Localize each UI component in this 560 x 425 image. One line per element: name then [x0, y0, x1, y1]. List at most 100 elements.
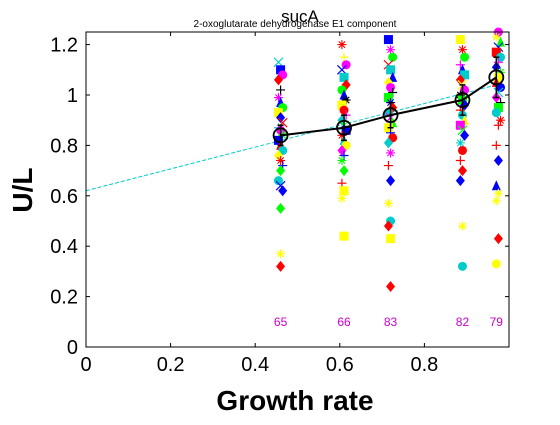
data-point-star: [337, 40, 347, 50]
y-tick-label: 0.8: [50, 135, 78, 157]
data-point-diamond: [273, 74, 283, 86]
data-point-diamond: [455, 175, 465, 187]
data-point-star: [276, 249, 286, 259]
y-tick-label: 1: [67, 85, 78, 107]
data-point-star: [337, 193, 347, 203]
sample-count-label: 66: [337, 315, 351, 329]
data-point-diamond: [457, 165, 467, 177]
chart-subtitle: 2-oxoglutarate dehydrogenase E1 componen…: [194, 19, 397, 30]
data-point-square: [460, 70, 470, 80]
data-point-diamond: [493, 155, 503, 167]
data-point-diamond: [460, 129, 470, 141]
data-point-star: [455, 90, 465, 100]
mean-point: [336, 119, 352, 136]
plot-frame: [85, 31, 510, 348]
data-point-circle: [457, 145, 467, 155]
x-tick-label: 0.2: [157, 354, 185, 376]
data-point-star: [273, 93, 283, 103]
data-point-star: [455, 138, 465, 148]
x-tick-label: 0.4: [241, 354, 269, 376]
fit-line-layer: [85, 84, 497, 192]
data-point-star: [457, 221, 467, 231]
data-point-square: [273, 135, 283, 145]
data-point-star: [383, 198, 393, 208]
data-point-plus: [339, 52, 349, 62]
sample-count-label: 79: [490, 315, 504, 329]
data-point-diamond: [276, 165, 286, 177]
data-point-plus: [337, 178, 347, 188]
data-point-star: [341, 95, 351, 105]
data-point-diamond: [386, 281, 396, 293]
data-point-star: [386, 45, 396, 55]
data-point-square: [386, 234, 396, 244]
data-point-plus: [455, 60, 465, 70]
axes-layer: 0 0.2 0.4 0.6 0.8 0 0.2 0.4 0.6 0.8 1 1.2: [50, 31, 510, 376]
data-point-circle: [388, 52, 398, 62]
data-point-star: [491, 196, 501, 206]
data-point-circle: [460, 52, 470, 62]
data-point-star: [386, 148, 396, 158]
fit-line: [85, 84, 497, 192]
data-point-square: [455, 35, 465, 45]
data-point-square: [339, 72, 349, 82]
data-point-diamond: [493, 233, 503, 245]
data-point-diamond: [383, 137, 393, 149]
data-point-plus: [383, 161, 393, 171]
mean-point: [272, 127, 289, 144]
data-point-circle: [491, 108, 501, 118]
mean-point: [382, 107, 399, 124]
data-point-diamond: [455, 74, 465, 86]
x-tick-label: 0: [80, 354, 91, 376]
data-point-square: [339, 186, 349, 196]
data-point-circle: [339, 105, 349, 115]
y-tick-label: 0.2: [50, 287, 78, 309]
data-point-circle: [273, 176, 283, 186]
y-tick-label: 1.2: [50, 35, 78, 57]
data-point-star: [337, 156, 347, 166]
y-tick-label: 0.4: [50, 236, 78, 258]
data-point-square: [337, 100, 347, 110]
data-point-square: [493, 103, 503, 113]
data-point-cross: [336, 64, 347, 75]
x-tick-label: 0.6: [326, 354, 354, 376]
data-point-diamond: [339, 165, 349, 177]
data-point-circle: [491, 259, 501, 269]
mean-point: [454, 92, 471, 108]
data-point-square: [455, 120, 465, 130]
data-point-star: [276, 156, 286, 166]
data-point-square: [383, 35, 393, 45]
data-point-triangle: [496, 36, 506, 47]
data-point-circle: [386, 82, 396, 92]
data-point-triangle: [491, 180, 501, 191]
data-point-circle: [496, 82, 506, 92]
x-tick-label: 0.8: [410, 354, 438, 376]
count-labels-layer: 65 66 83 82 79: [274, 315, 503, 329]
data-point-square: [276, 65, 286, 75]
data-point-circle: [457, 261, 467, 271]
data-point-star: [491, 32, 501, 42]
data-point-cross: [273, 57, 284, 68]
data-point-plus: [455, 156, 465, 166]
data-point-square: [339, 231, 349, 241]
data-point-star: [457, 45, 467, 55]
y-tick-label: 0: [67, 337, 78, 359]
data-point-plus: [493, 120, 503, 130]
data-point-plus: [276, 85, 286, 95]
data-point-star: [496, 115, 506, 125]
data-point-diamond: [276, 112, 286, 124]
data-point-star: [493, 188, 503, 198]
data-point-diamond: [383, 220, 393, 232]
sample-count-label: 82: [456, 315, 470, 329]
data-point-square: [383, 93, 393, 103]
y-tick-label: 0.6: [50, 186, 78, 208]
sample-count-label: 65: [274, 315, 288, 329]
mean-series-layer: [272, 56, 505, 147]
x-axis-label: Growth rate: [216, 385, 373, 416]
data-point-square: [341, 125, 351, 135]
mean-point: [488, 69, 505, 86]
data-point-diamond: [278, 185, 288, 197]
data-point-square: [273, 108, 283, 118]
chart-title: sucA: [281, 7, 319, 26]
data-point-diamond: [386, 175, 396, 187]
